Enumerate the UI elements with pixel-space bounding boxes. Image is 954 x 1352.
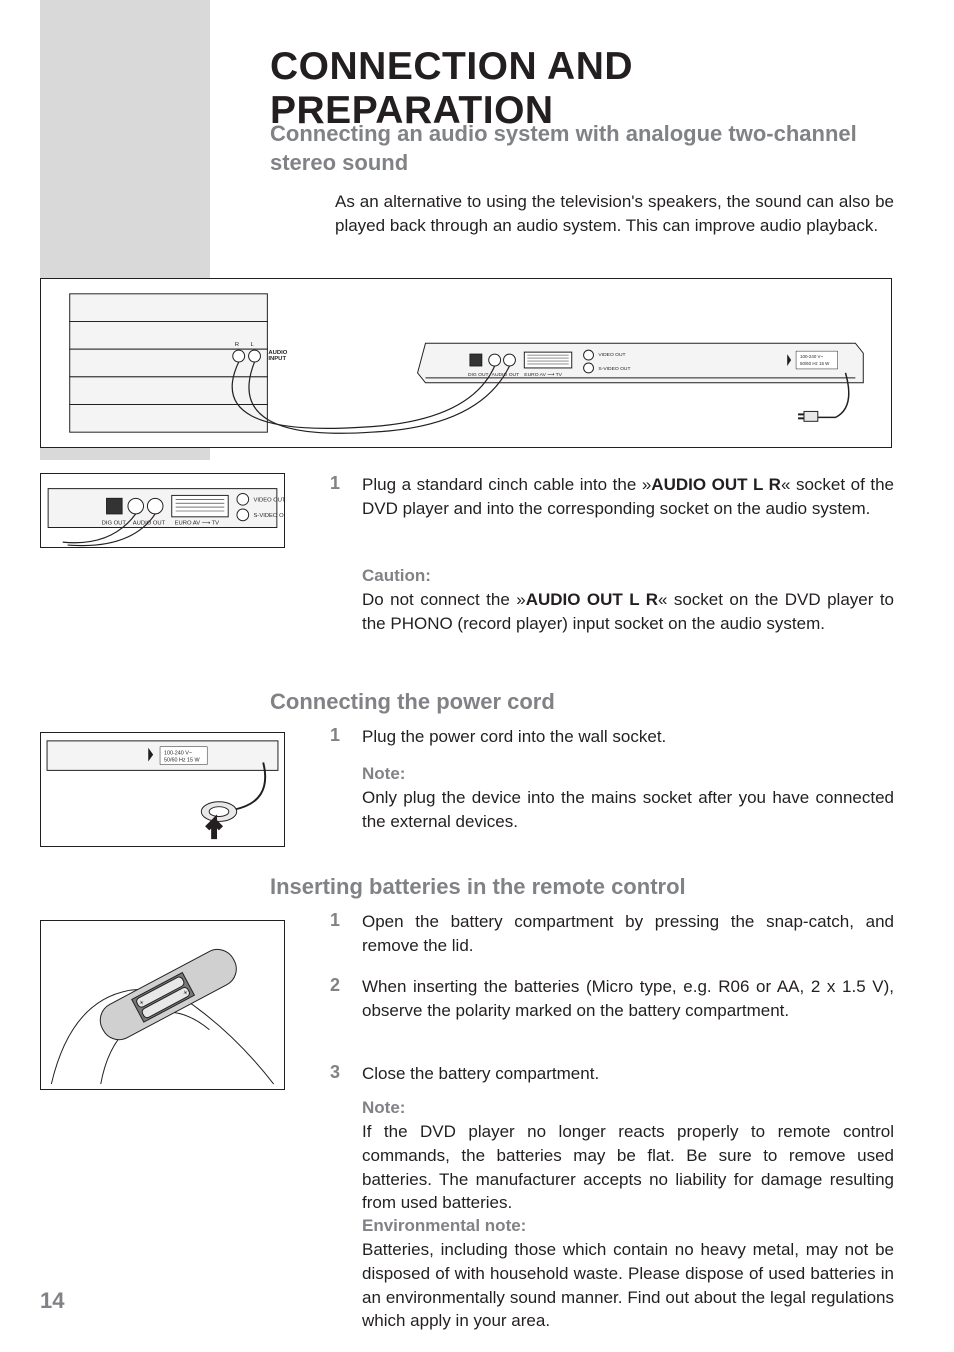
intro-paragraph: As an alternative to using the televisio… bbox=[335, 190, 894, 238]
step-2-battery: 2 When inserting the batteries (Micro ty… bbox=[330, 975, 894, 1035]
svg-text:S-VIDEO OUT: S-VIDEO OUT bbox=[254, 513, 284, 519]
step-number: 1 bbox=[330, 473, 344, 521]
diagram-dvd-back-closeup: VIDEO OUT S-VIDEO OUT EURO AV ⟶ TV AUDIO… bbox=[40, 473, 285, 548]
note-text: If the DVD player no longer reacts prope… bbox=[362, 1120, 894, 1215]
step-text: Close the battery compartment. bbox=[362, 1062, 894, 1086]
step-text: When inserting the batteries (Micro type… bbox=[362, 975, 894, 1023]
section-power-heading: Connecting the power cord bbox=[270, 688, 894, 717]
step-number: 2 bbox=[330, 975, 344, 1023]
note-text: Only plug the device into the mains sock… bbox=[362, 786, 894, 834]
section-batteries-heading: Inserting batteries in the remote contro… bbox=[270, 873, 894, 902]
svg-text:EURO AV ⟶ TV: EURO AV ⟶ TV bbox=[175, 521, 220, 527]
step-number: 1 bbox=[330, 910, 344, 958]
env-note-text: Batteries, including those which contain… bbox=[362, 1238, 894, 1333]
svg-text:50/60 Hz 15 W: 50/60 Hz 15 W bbox=[800, 361, 830, 366]
step-text: Plug a standard cinch cable into the »AU… bbox=[362, 473, 894, 521]
note-label: Note: bbox=[362, 764, 894, 784]
diagram-remote-batteries: + + bbox=[40, 920, 285, 1090]
section-audio-heading: Connecting an audio system with analogue… bbox=[270, 120, 894, 177]
svg-text:50/60 Hz 15 W: 50/60 Hz 15 W bbox=[164, 757, 201, 763]
svg-text:DIG OUT: DIG OUT bbox=[102, 521, 127, 527]
svg-text:VIDEO OUT: VIDEO OUT bbox=[254, 497, 284, 503]
heading-power-cord: Connecting the power cord bbox=[270, 688, 894, 717]
step-1-audio: 1 Plug a standard cinch cable into the »… bbox=[330, 473, 894, 533]
page: CONNECTION AND PREPARATION Connecting an… bbox=[0, 0, 954, 1352]
page-number: 14 bbox=[40, 1288, 64, 1314]
step-number: 1 bbox=[330, 725, 344, 749]
note-block-power: Note: Only plug the device into the main… bbox=[362, 764, 894, 834]
step-3-battery: 3 Close the battery compartment. bbox=[330, 1062, 894, 1098]
diagram-connection-overview: R L AUDIO INPUT VIDEO OUT S-VIDEO OUT EU… bbox=[40, 278, 892, 448]
heading-audio-system: Connecting an audio system with analogue… bbox=[270, 120, 894, 177]
environmental-note-block: Environmental note: Batteries, including… bbox=[362, 1216, 894, 1333]
label-r: R bbox=[235, 342, 239, 348]
note-label: Note: bbox=[362, 1098, 894, 1118]
caution-block: Caution: Do not connect the »AUDIO OUT L… bbox=[362, 566, 894, 636]
step-1-battery: 1 Open the battery compartment by pressi… bbox=[330, 910, 894, 970]
label-euro-av: EURO AV ⟶ TV bbox=[524, 372, 562, 378]
diagram-power-cord: 100-240 V~ 50/60 Hz 15 W bbox=[40, 732, 285, 847]
heading-batteries: Inserting batteries in the remote contro… bbox=[270, 873, 894, 902]
label-dig-out: DIG OUT bbox=[468, 372, 489, 378]
step-text: Open the battery compartment by pressing… bbox=[362, 910, 894, 958]
env-note-label: Environmental note: bbox=[362, 1216, 894, 1236]
step-number: 3 bbox=[330, 1062, 344, 1086]
caution-text: Do not connect the »AUDIO OUT L R« socke… bbox=[362, 588, 894, 636]
step-text: Plug the power cord into the wall socket… bbox=[362, 725, 894, 749]
svg-text:100-240 V~: 100-240 V~ bbox=[164, 751, 192, 757]
caution-label: Caution: bbox=[362, 566, 894, 586]
svg-text:INPUT: INPUT bbox=[268, 356, 286, 362]
svg-text:100-240 V~: 100-240 V~ bbox=[800, 354, 823, 359]
label-svideo-out: S-VIDEO OUT bbox=[598, 366, 630, 372]
label-video-out: VIDEO OUT bbox=[598, 352, 625, 358]
step-1-power: 1 Plug the power cord into the wall sock… bbox=[330, 725, 894, 761]
note-block-battery: Note: If the DVD player no longer reacts… bbox=[362, 1098, 894, 1215]
